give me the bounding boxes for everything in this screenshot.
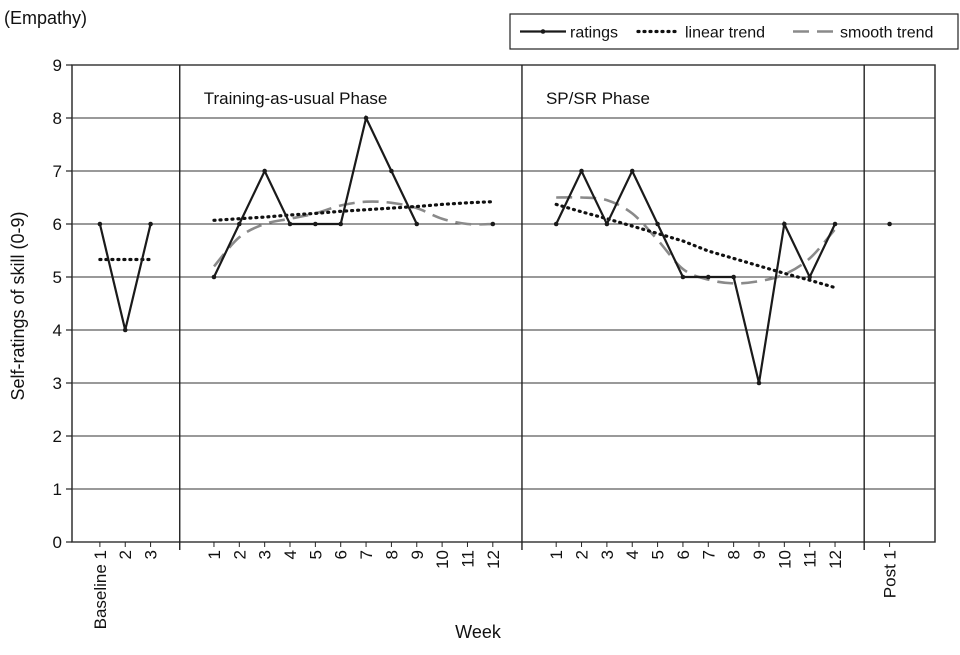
- rating-point: [363, 115, 369, 121]
- rating-point: [655, 221, 660, 227]
- legend-box: [509, 13, 959, 50]
- y-tick-label: 8: [53, 109, 62, 128]
- x-tick-label: 8: [382, 550, 401, 559]
- y-tick-label: 9: [53, 56, 62, 75]
- rating-point: [148, 221, 153, 227]
- rating-point: [97, 221, 103, 227]
- x-tick-label: 7: [699, 550, 718, 559]
- y-tick-label: 4: [53, 321, 62, 340]
- rating-point: [313, 221, 318, 227]
- rating-point: [807, 274, 812, 280]
- rating-point: [414, 221, 420, 227]
- x-tick-label: 4: [623, 550, 642, 559]
- rating-point: [262, 168, 267, 174]
- legend-label-smooth: smooth trend: [840, 25, 933, 42]
- rating-point: [490, 221, 496, 227]
- y-tick-label: 7: [53, 162, 62, 181]
- y-tick-label: 3: [53, 374, 62, 393]
- x-tick-label: 7: [357, 550, 376, 559]
- x-tick-label: 3: [256, 550, 275, 559]
- series-layer: [97, 114, 892, 386]
- phase-dividers: [179, 65, 865, 550]
- ratings-line: [213, 114, 418, 278]
- x-tick-label: Post 1: [881, 550, 900, 598]
- smooth-trend-line: [213, 200, 493, 268]
- x-tick-label: 2: [230, 550, 249, 559]
- rating-point: [629, 168, 635, 174]
- x-tick-label: 1: [205, 550, 224, 559]
- phase-label: Training-as-usual Phase: [204, 89, 388, 108]
- rating-point: [389, 168, 394, 174]
- plot-frame: [71, 64, 936, 543]
- phase-labels: Training-as-usual Phase SP/SR Phase: [204, 89, 650, 108]
- rating-point: [553, 221, 559, 227]
- chart-top-label: (Empathy): [4, 8, 87, 28]
- x-tick-label: 1: [547, 550, 566, 559]
- x-tick-label: 2: [116, 550, 135, 559]
- ratings-line: [555, 168, 836, 384]
- x-tick-label: 2: [573, 550, 592, 559]
- x-tick-label: Baseline 1: [91, 550, 110, 629]
- rating-point: [887, 221, 892, 227]
- y-tick-label: 6: [53, 215, 62, 234]
- x-tick-label: 11: [801, 550, 820, 568]
- x-tick-label: 10: [775, 550, 794, 569]
- x-tick-label: 10: [433, 550, 452, 569]
- legend-label-ratings: ratings: [570, 25, 618, 42]
- x-axis-label: Week: [455, 622, 502, 642]
- rating-point: [782, 221, 787, 227]
- x-tick-label: 5: [306, 550, 325, 559]
- y-axis-label: Self-ratings of skill (0-9): [8, 211, 28, 400]
- x-tick-label: 6: [332, 550, 351, 559]
- rating-point: [680, 274, 686, 280]
- rating-point: [122, 327, 128, 333]
- x-tick-label: 9: [750, 550, 769, 559]
- x-tick-label: 12: [484, 550, 503, 569]
- x-tick-label: 3: [142, 550, 161, 559]
- rating-point: [756, 380, 762, 386]
- x-tick-label: 9: [408, 550, 427, 559]
- x-tick-label: 3: [598, 550, 617, 559]
- x-tick-label: 11: [458, 550, 477, 568]
- linear-trend-line: [212, 200, 495, 222]
- y-tick-label: 1: [53, 480, 62, 499]
- x-tick-label: 4: [281, 550, 300, 559]
- x-tick-label: 5: [649, 550, 668, 559]
- rating-point: [731, 274, 736, 280]
- gridlines: 0 1 2 3 4 5 6 7 8 9: [53, 56, 936, 552]
- x-tick-label: 8: [725, 550, 744, 559]
- legend: ratings linear trend smooth trend: [509, 13, 959, 50]
- rating-point: [287, 221, 293, 227]
- y-tick-label: 2: [53, 427, 62, 446]
- y-tick-label: 5: [53, 268, 62, 287]
- rating-point: [237, 221, 242, 227]
- rating-point: [211, 274, 217, 280]
- rating-point: [832, 221, 838, 227]
- rating-point: [579, 168, 584, 174]
- phase-label: SP/SR Phase: [546, 89, 650, 108]
- legend-label-linear: linear trend: [685, 25, 765, 42]
- tick-labels: Baseline 1 2 3 1 2 3 4 5 6 7 8 9 10 11 12 1 2 3 4 5 6 7 8 9 10 11…: [91, 542, 900, 629]
- x-tick-label: 12: [826, 550, 845, 569]
- legend-swatch-ratings-marker: [540, 29, 546, 34]
- rating-point: [604, 221, 610, 227]
- x-tick-label: 6: [674, 550, 693, 559]
- rating-point: [338, 221, 344, 227]
- rating-point: [705, 274, 711, 280]
- y-tick-label: 0: [53, 533, 62, 552]
